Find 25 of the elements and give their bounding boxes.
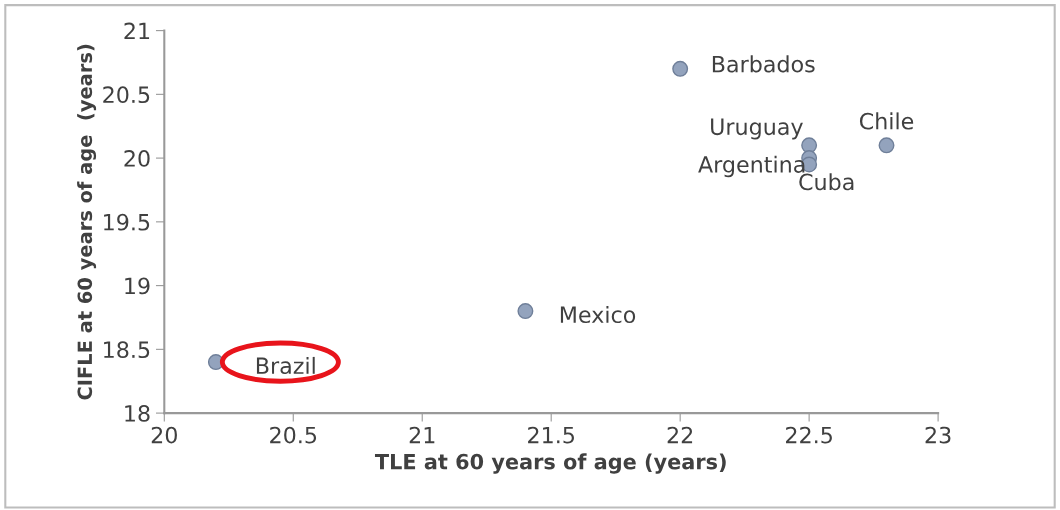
y-tick-label: 20: [124, 150, 150, 167]
annotation: Barbados: [712, 55, 815, 73]
x-tick-label: 21.5: [528, 426, 574, 444]
x-axis-title: TLE at 60 years of age (years): [374, 453, 726, 474]
y-tick-label: 19: [125, 277, 150, 295]
annotation: Uruguay: [711, 118, 803, 140]
y-tick-label: 21: [124, 22, 150, 40]
annotation: Brazil: [256, 356, 315, 375]
x-tick-label: 21: [409, 426, 435, 444]
y-tick-label: 20.5: [103, 86, 150, 104]
x-tick-label: 20: [151, 426, 177, 444]
point: [672, 60, 689, 77]
y-tick-label: 18: [125, 405, 150, 422]
annotation: Mexico: [560, 305, 636, 324]
y-tick-label: 19.5: [104, 213, 150, 231]
point: [801, 137, 818, 154]
y-tick-label: 18.5: [104, 341, 150, 359]
x-tick-label: 22: [667, 426, 693, 444]
point: [517, 303, 534, 320]
point: [878, 137, 895, 154]
x-tick-label: 22.5: [786, 426, 832, 444]
x-tick-label: 20.5: [270, 426, 317, 444]
y-axis-title: CIFLE at 60 years of age (years): [77, 44, 97, 400]
x-tick-label: 23: [925, 426, 951, 444]
annotation: Chile: [859, 112, 914, 130]
